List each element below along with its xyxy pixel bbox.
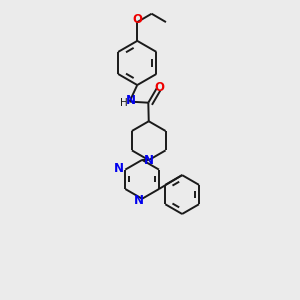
Text: H: H	[120, 98, 128, 108]
Text: N: N	[114, 162, 124, 175]
Text: O: O	[132, 13, 142, 26]
Text: N: N	[126, 94, 136, 107]
Text: O: O	[155, 81, 165, 94]
Text: N: N	[144, 154, 154, 167]
Text: N: N	[134, 194, 144, 207]
